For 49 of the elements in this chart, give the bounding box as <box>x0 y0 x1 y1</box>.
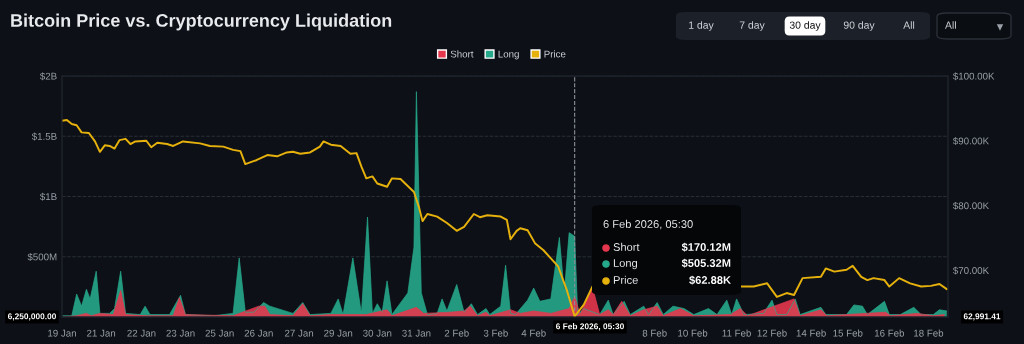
x-tick-label: 29 Jan <box>324 329 353 337</box>
text: 62,991.41 <box>963 313 1001 321</box>
annotation: Short <box>613 242 640 251</box>
y-tick-label: $1B <box>39 192 57 201</box>
text: All <box>945 21 956 29</box>
y2-tick-label: $80.00K <box>952 201 989 210</box>
y-tick-label: $1.5B <box>31 132 57 141</box>
x-tick-label: 8 Feb <box>642 329 667 337</box>
x-tick-label: 11 Feb <box>722 329 751 337</box>
annotation: $62.88K <box>689 275 731 285</box>
x-tick-label: 10 Feb <box>678 329 708 337</box>
x-tick-label: 23 Jan <box>166 329 195 337</box>
y2-tick-label: $70.00K <box>952 266 989 275</box>
y2-tick-label: $100.00K <box>952 72 995 81</box>
x-tick-label: 15 Feb <box>833 329 863 337</box>
annotation: 6 Feb 2026, 05:30 <box>603 219 693 230</box>
x-tick-label: 27 Jan <box>284 329 314 337</box>
text: 1 day <box>689 21 714 31</box>
x-tick-label: 12 Feb <box>757 329 787 337</box>
text: 90 day <box>843 21 875 31</box>
annotation: $170.12M <box>681 242 731 252</box>
x-tick-label: 3 Feb <box>483 329 508 337</box>
x-tick-label: 14 Feb <box>796 329 826 337</box>
x-tick-label: 4 Feb <box>521 329 546 337</box>
x-tick-label: 22 Jan <box>127 329 156 337</box>
x-tick-label: 26 Jan <box>244 329 273 337</box>
x-tick-label: 18 Feb <box>914 329 944 337</box>
annotation: Long <box>613 259 637 270</box>
y-tick-label: $2B <box>39 72 57 81</box>
text: 7 day <box>739 21 765 31</box>
x-tick-label: 31 Jan <box>402 329 431 337</box>
legend-label: Price <box>544 50 566 58</box>
legend-label: Long <box>498 50 519 60</box>
x-tick-label: 19 Jan <box>48 329 76 337</box>
text: 6,250,000.00 <box>7 313 56 321</box>
legend-label: Short <box>450 50 474 58</box>
y2-tick-label: $90.00K <box>952 137 989 145</box>
x-tick-label: 25 Jan <box>205 329 234 337</box>
text: All <box>903 21 915 29</box>
x-tick-label: 2 Feb <box>444 329 469 337</box>
x-tick-label: 16 Feb <box>874 329 905 337</box>
x-tick-label: 21 Jan <box>87 329 116 337</box>
text: 6 Feb 2026, 05:30 <box>556 323 624 331</box>
chart-title: Bitcoin Price vs. Cryptocurrency Liquidation <box>11 13 392 31</box>
annotation: $505.32M <box>681 258 731 268</box>
y-tick-label: $500M <box>27 253 57 261</box>
x-tick-label: 30 Jan <box>363 329 392 337</box>
annotation: Price <box>613 275 638 284</box>
text: 30 day <box>789 21 821 31</box>
